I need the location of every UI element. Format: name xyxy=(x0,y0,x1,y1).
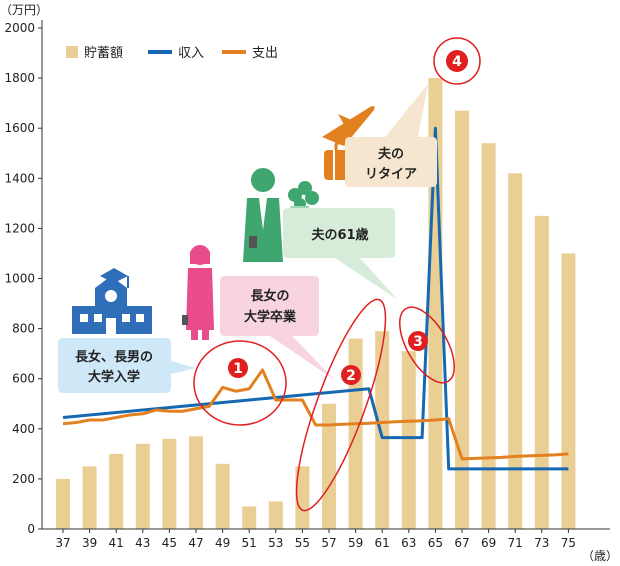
highlight-1: 1 xyxy=(193,340,287,426)
savings-bar-61 xyxy=(375,331,390,529)
x-tick-label: 69 xyxy=(481,536,496,550)
x-tick-labels: 37 39 41 43 45 47 49 51 53 55 57 59 61 63 65 67 69 71 73 75 xyxy=(55,536,576,550)
x-tick-label: 67 xyxy=(454,536,469,550)
savings-bar-37 xyxy=(56,478,70,529)
svg-text:大学卒業: 大学卒業 xyxy=(244,309,297,325)
x-tick-label: 59 xyxy=(348,536,363,550)
savings-bar-71 xyxy=(508,173,523,530)
x-tick-label: 63 xyxy=(401,536,416,550)
x-tick-label: 71 xyxy=(508,536,523,550)
savings-bar-45 xyxy=(162,438,177,529)
x-tick-label: 57 xyxy=(321,536,336,550)
svg-text:大学入学: 大学入学 xyxy=(88,369,140,385)
x-tick-label: 37 xyxy=(55,536,70,550)
svg-text:夫の: 夫の xyxy=(378,146,404,162)
x-tick-label: 61 xyxy=(375,536,390,550)
x-tick-label: 73 xyxy=(534,536,549,550)
y-tick-label: 1200 xyxy=(4,221,35,235)
x-tick-label: 47 xyxy=(188,536,203,550)
savings-bar-53 xyxy=(268,501,283,529)
highlight-4: 4 xyxy=(433,37,481,85)
legend-label-income: 収入 xyxy=(178,46,204,61)
svg-text:3: 3 xyxy=(413,334,423,350)
savings-bar-55 xyxy=(295,466,310,529)
annotation-husband-retirement: 夫の リタイア xyxy=(345,84,437,187)
savings-bar-73 xyxy=(534,215,549,529)
x-tick-label: 53 xyxy=(268,536,283,550)
legend-label-savings: 貯蓄額 xyxy=(84,46,123,61)
school-icon xyxy=(72,268,152,334)
x-tick-label: 43 xyxy=(135,536,150,550)
savings-bar-43 xyxy=(135,443,150,529)
svg-text:リタイア: リタイア xyxy=(365,167,417,182)
legend-label-expense: 支出 xyxy=(252,46,278,61)
savings-bar-49 xyxy=(215,463,230,529)
legend: 貯蓄額 収入 支出 xyxy=(66,46,278,61)
annotation-university-entrance: 長女、長男の 大学入学 xyxy=(58,338,196,393)
savings-bar-67 xyxy=(455,110,469,529)
savings-bar-57 xyxy=(322,403,336,529)
y-tick-label: 400 xyxy=(12,422,35,436)
savings-bar-39 xyxy=(82,466,97,529)
svg-text:長女、長男の: 長女、長男の xyxy=(75,349,153,365)
marker-4 xyxy=(446,50,468,72)
y-tick-label: 800 xyxy=(12,322,35,336)
annotation-university-graduation: 長女の 大学卒業 xyxy=(220,276,335,380)
savings-bars xyxy=(56,78,576,530)
x-tick-label: 39 xyxy=(82,536,97,550)
annotation-husband-61: 夫の61歳 xyxy=(283,208,398,300)
marker-1 xyxy=(228,358,248,378)
y-tick-label: 1000 xyxy=(4,272,35,286)
savings-bar-75 xyxy=(561,253,576,529)
marker-3 xyxy=(408,331,428,351)
x-tick-label: 41 xyxy=(109,536,124,550)
svg-text:1: 1 xyxy=(233,361,243,377)
income-line xyxy=(62,126,569,471)
series-lines xyxy=(62,126,569,471)
x-tick-label: 55 xyxy=(295,536,310,550)
y-tick-label: 600 xyxy=(12,372,35,386)
x-tick-label: 45 xyxy=(162,536,177,550)
x-tick-label: 75 xyxy=(561,536,576,550)
savings-bar-41 xyxy=(109,453,124,529)
x-tick-label: 51 xyxy=(242,536,257,550)
highlight-2: 2 xyxy=(295,298,387,512)
x-tick-label: 65 xyxy=(428,536,443,550)
savings-bar-51 xyxy=(242,506,257,529)
businessman-with-flowers-icon xyxy=(243,168,319,262)
y-tick-labels: 0 200 400 600 800 1000 1200 1400 1600 1800 2000 xyxy=(4,21,35,536)
y-tick-label: 1400 xyxy=(4,171,35,185)
y-tick-label: 200 xyxy=(12,472,35,486)
svg-text:長女の: 長女の xyxy=(250,288,289,304)
svg-text:4: 4 xyxy=(452,54,462,70)
svg-text:夫の61歳: 夫の61歳 xyxy=(311,227,368,243)
x-tick-label: 49 xyxy=(215,536,230,550)
highlight-3: 3 xyxy=(399,306,455,384)
y-unit-label: （万円） xyxy=(0,3,48,17)
y-tick-label: 1600 xyxy=(4,121,35,135)
marker-2 xyxy=(341,365,361,385)
y-tick-label: 2000 xyxy=(4,21,35,35)
legend-swatch-savings xyxy=(66,46,78,58)
y-tick-label: 0 xyxy=(27,522,35,536)
graduate-woman-icon xyxy=(182,245,214,340)
savings-bar-69 xyxy=(481,143,496,530)
axes xyxy=(38,20,610,533)
savings-bar-47 xyxy=(189,436,203,529)
x-unit-label: （歳） xyxy=(582,549,618,563)
y-tick-label: 1800 xyxy=(4,71,35,85)
expense-line xyxy=(62,368,569,461)
svg-text:2: 2 xyxy=(346,368,356,384)
savings-bar-63 xyxy=(401,351,416,529)
